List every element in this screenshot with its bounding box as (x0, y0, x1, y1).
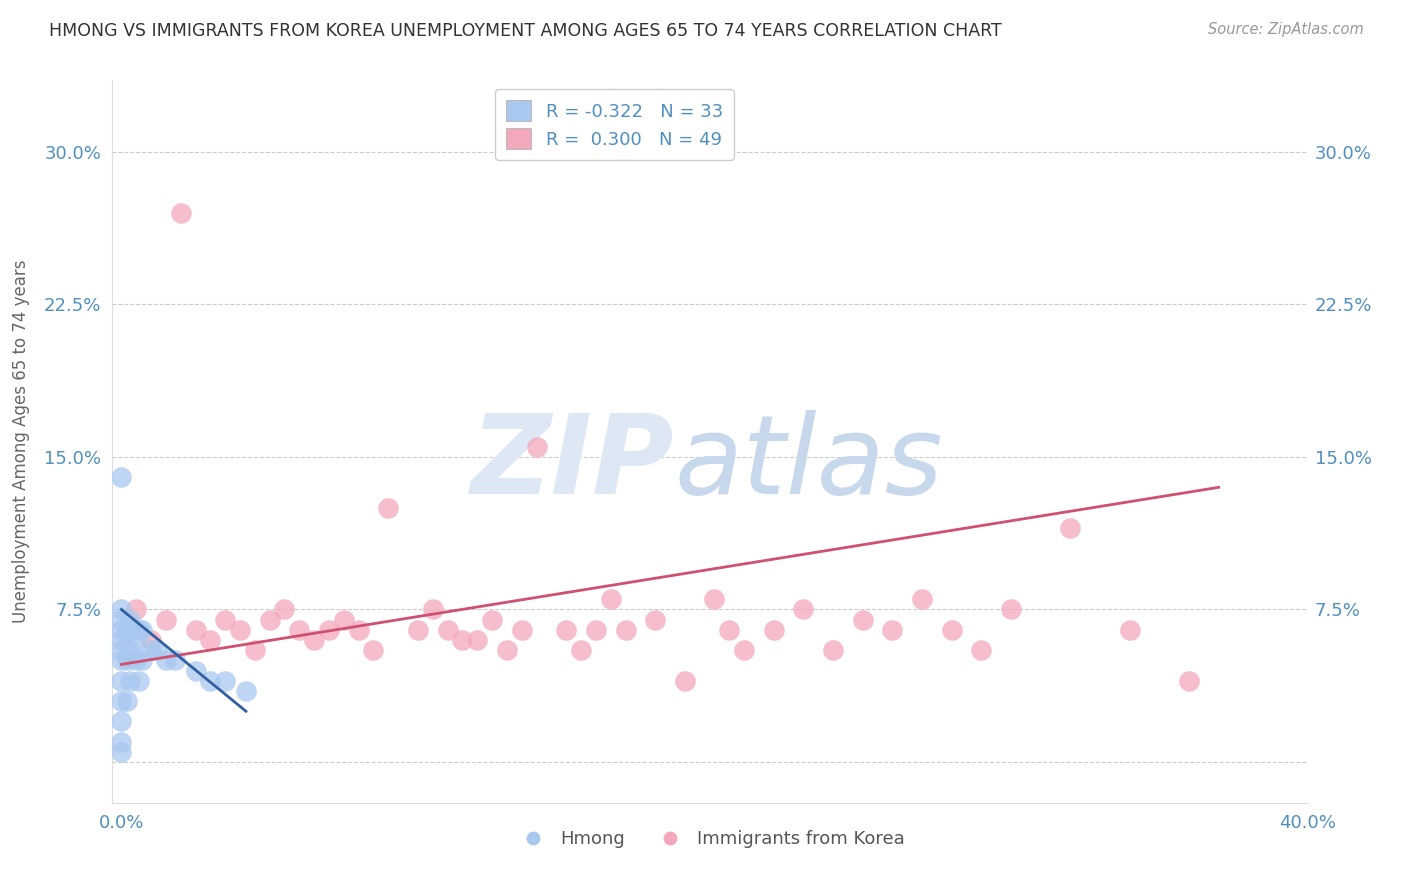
Point (451, 632, 474, 647)
Point (526, 440, 548, 454)
Point (125, 602, 148, 616)
Point (110, 653, 132, 667)
Point (1118, 623, 1140, 637)
Point (585, 623, 607, 637)
Point (377, 500, 399, 515)
Point (496, 643, 519, 657)
Point (131, 653, 153, 667)
Point (970, 643, 993, 657)
Point (823, 643, 845, 657)
Point (882, 623, 904, 637)
Point (243, 643, 266, 657)
Y-axis label: Unemployment Among Ages 65 to 74 years: Unemployment Among Ages 65 to 74 years (13, 260, 30, 624)
Point (163, 653, 186, 667)
Text: atlas: atlas (675, 409, 943, 516)
Point (510, 623, 533, 637)
Point (436, 623, 458, 637)
Point (117, 694, 139, 708)
Point (644, 613, 666, 627)
Point (229, 623, 252, 637)
Point (146, 643, 169, 657)
Point (347, 623, 370, 637)
Point (155, 613, 177, 627)
Point (762, 623, 785, 637)
Point (128, 623, 150, 637)
Point (673, 673, 696, 688)
Point (333, 613, 356, 627)
Point (1000, 602, 1022, 616)
Point (733, 643, 755, 657)
Point (110, 745, 132, 759)
Point (941, 623, 963, 637)
Point (792, 602, 814, 616)
Point (184, 623, 207, 637)
Text: HMONG VS IMMIGRANTS FROM KOREA UNEMPLOYMENT AMONG AGES 65 TO 74 YEARS CORRELATIO: HMONG VS IMMIGRANTS FROM KOREA UNEMPLOYM… (49, 22, 1002, 40)
Point (614, 623, 637, 637)
Point (110, 470, 132, 484)
Legend: Hmong, Immigrants from Korea: Hmong, Immigrants from Korea (508, 822, 912, 855)
Point (718, 623, 741, 637)
Point (200, 632, 222, 647)
Point (110, 673, 132, 688)
Point (259, 613, 281, 627)
Point (110, 613, 132, 627)
Point (302, 632, 325, 647)
Point (120, 673, 142, 688)
Point (139, 632, 162, 647)
Point (235, 684, 257, 698)
Point (569, 643, 592, 657)
Point (128, 673, 150, 688)
Point (184, 664, 207, 678)
Point (288, 623, 311, 637)
Point (422, 602, 444, 616)
Text: Source: ZipAtlas.com: Source: ZipAtlas.com (1208, 22, 1364, 37)
Point (110, 735, 132, 749)
Point (131, 623, 153, 637)
Point (110, 623, 132, 637)
Point (911, 592, 934, 607)
Point (117, 653, 139, 667)
Point (110, 694, 132, 708)
Point (120, 613, 142, 627)
Point (1178, 673, 1201, 688)
Point (1059, 521, 1081, 535)
Point (363, 643, 385, 657)
Point (110, 643, 132, 657)
Point (125, 632, 148, 647)
Point (110, 714, 132, 729)
Text: ZIP: ZIP (471, 409, 675, 516)
Point (214, 613, 236, 627)
Point (200, 673, 222, 688)
Point (599, 592, 621, 607)
Point (120, 643, 142, 657)
Point (465, 632, 488, 647)
Point (703, 592, 725, 607)
Point (120, 623, 142, 637)
Point (110, 602, 132, 616)
Point (117, 623, 139, 637)
Point (110, 632, 132, 647)
Point (273, 602, 295, 616)
Point (155, 653, 177, 667)
Point (170, 205, 193, 219)
Point (214, 673, 236, 688)
Point (318, 623, 340, 637)
Point (852, 613, 875, 627)
Point (139, 643, 162, 657)
Point (406, 623, 429, 637)
Point (481, 613, 503, 627)
Point (125, 653, 148, 667)
Point (555, 623, 578, 637)
